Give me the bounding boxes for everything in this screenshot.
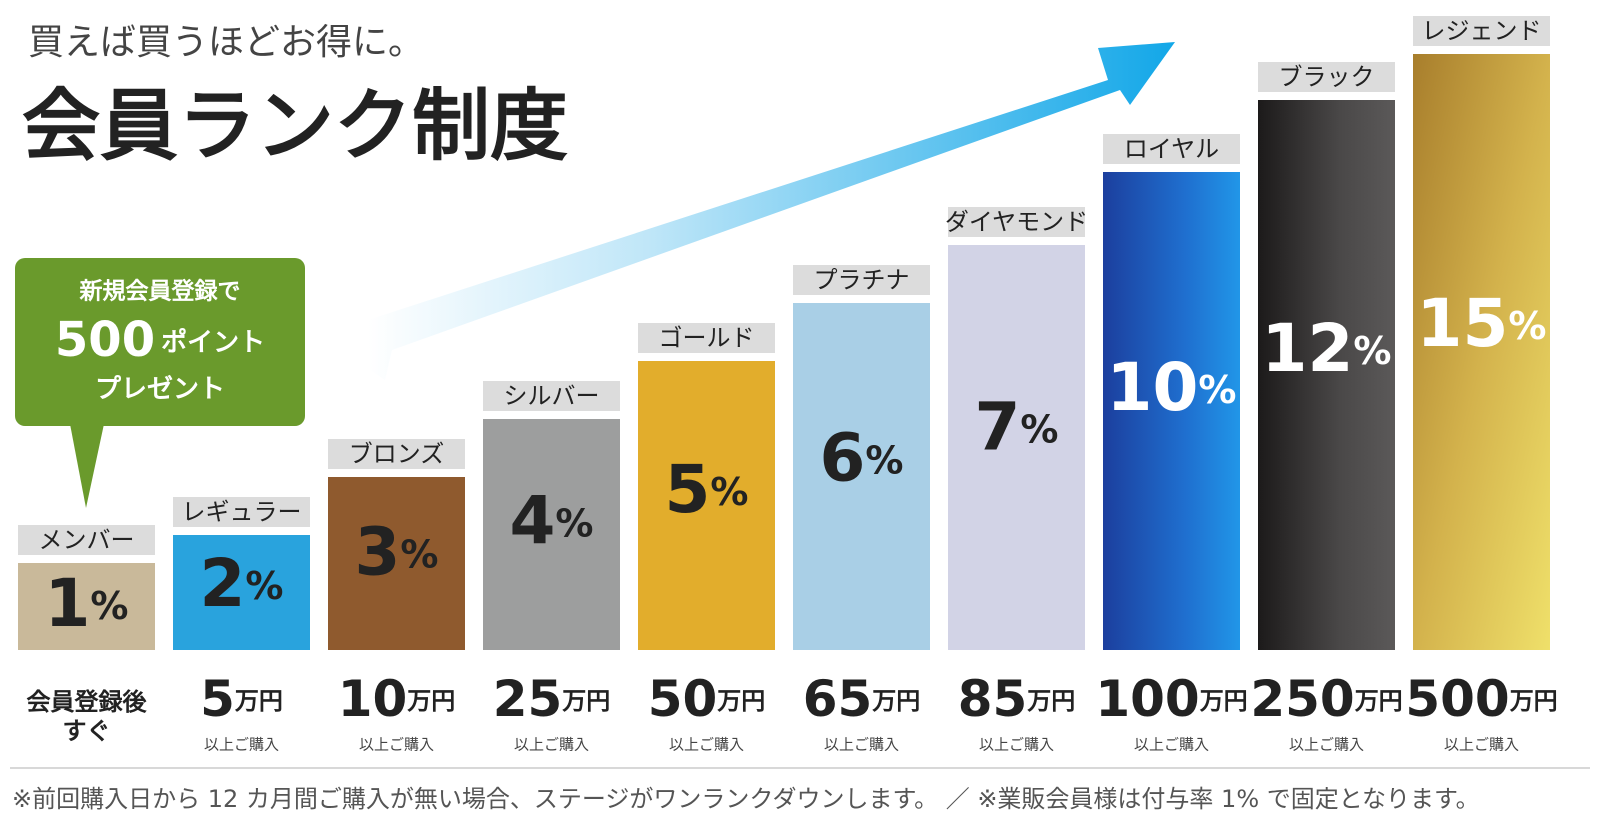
rank-bar xyxy=(173,535,310,650)
rank-bar xyxy=(638,361,775,650)
badge-points: 500 ポイント xyxy=(55,312,265,368)
rank-bar xyxy=(1413,54,1550,650)
threshold-unit: 万円 xyxy=(562,687,610,715)
rank-label-box xyxy=(793,265,930,295)
threshold-amount: 65 xyxy=(803,670,873,728)
rate-label: 2% xyxy=(199,545,283,622)
threshold-amount: 5 xyxy=(200,670,235,728)
threshold-unit: 万円 xyxy=(1200,687,1248,715)
threshold-amount: 500 xyxy=(1405,670,1509,728)
rank-label-box xyxy=(1103,134,1240,164)
rank-name: レジェンド xyxy=(1422,17,1542,45)
rank-name: ダイヤモンド xyxy=(945,208,1088,236)
threshold-amount: 85 xyxy=(958,670,1028,728)
rank-name: プラチナ xyxy=(814,266,910,294)
threshold-note: 以上ご購入 xyxy=(1444,736,1519,754)
rate-label: 6% xyxy=(819,420,903,497)
rate-label: 4% xyxy=(509,482,593,559)
threshold-unit: 万円 xyxy=(1355,687,1403,715)
badge-line: 新規会員登録で xyxy=(79,279,241,305)
rate-label: 5% xyxy=(664,451,748,528)
rate-label: 1% xyxy=(44,565,128,642)
threshold-note: 以上ご購入 xyxy=(1289,736,1364,754)
rate-label: 12% xyxy=(1262,310,1392,387)
rank-bar xyxy=(948,245,1085,650)
threshold: 100万円 xyxy=(1095,670,1247,728)
tagline: 買えば買うほどお得に。 xyxy=(28,22,424,63)
threshold-amount: 10 xyxy=(338,670,408,728)
badge-line: プレゼント xyxy=(95,375,225,405)
rank-label-box xyxy=(328,439,465,469)
rank-label-box xyxy=(173,497,310,527)
threshold: 65万円 xyxy=(803,670,921,728)
rank-name: レギュラー xyxy=(182,498,302,526)
threshold-note: 以上ご購入 xyxy=(669,736,744,754)
rank-bar xyxy=(793,303,930,650)
threshold-unit: 万円 xyxy=(717,687,765,715)
rank-label-box xyxy=(1413,16,1550,46)
rank-name: ブラック xyxy=(1279,63,1375,91)
threshold: 5万円 xyxy=(200,670,283,728)
threshold: 250万円 xyxy=(1250,670,1402,728)
rank-name: ブロンズ xyxy=(349,440,445,468)
threshold-unit: 万円 xyxy=(1027,687,1075,715)
rank-label-box xyxy=(483,381,620,411)
threshold-note: 以上ご購入 xyxy=(359,736,434,754)
rank-bar xyxy=(1103,172,1240,650)
threshold-note: 以上ご購入 xyxy=(1134,736,1209,754)
rate-label: 10% xyxy=(1107,349,1237,426)
rate-label: 15% xyxy=(1417,285,1547,362)
rate-label: 7% xyxy=(974,388,1058,465)
rank-label-box xyxy=(948,207,1085,237)
rate-label: 3% xyxy=(354,514,438,591)
threshold-note: 以上ご購入 xyxy=(204,736,279,754)
threshold-note: 以上ご購入 xyxy=(824,736,899,754)
threshold: 50万円 xyxy=(648,670,766,728)
rank-name: メンバー xyxy=(39,526,135,554)
rank-bar xyxy=(483,419,620,650)
threshold-unit: 万円 xyxy=(407,687,455,715)
threshold: 25万円 xyxy=(493,670,611,728)
threshold-unit: 万円 xyxy=(235,687,283,715)
threshold-note: 以上ご購入 xyxy=(514,736,589,754)
rank-bar xyxy=(328,477,465,650)
threshold-note: 以上ご購入 xyxy=(979,736,1054,754)
threshold-text: すぐ xyxy=(63,717,111,745)
threshold-amount: 25 xyxy=(493,670,563,728)
threshold: 85万円 xyxy=(958,670,1076,728)
rank-bar xyxy=(1258,100,1395,650)
threshold: 500万円 xyxy=(1405,670,1557,728)
threshold-unit: 万円 xyxy=(872,687,920,715)
rank-label-box xyxy=(1258,62,1395,92)
threshold-amount: 250 xyxy=(1250,670,1354,728)
threshold-unit: 万円 xyxy=(1510,687,1558,715)
rank-label-box xyxy=(18,525,155,555)
footnote: ※前回購入日から 12 カ月間ご購入が無い場合、ステージがワンランクダウンします… xyxy=(12,785,1480,813)
threshold: 10万円 xyxy=(338,670,456,728)
title: 会員ランク制度 xyxy=(22,81,568,172)
badge xyxy=(15,258,305,426)
rank-name: ロイヤル xyxy=(1124,135,1219,163)
threshold-amount: 100 xyxy=(1095,670,1199,728)
rank-name: シルバー xyxy=(504,382,600,410)
growth-arrow xyxy=(368,42,1175,380)
threshold-text: 会員登録後 xyxy=(27,688,148,716)
rank-label-box xyxy=(638,323,775,353)
rank-bar xyxy=(18,563,155,650)
badge-tail xyxy=(70,424,104,508)
rank-name: ゴールド xyxy=(659,324,755,352)
threshold-amount: 50 xyxy=(648,670,718,728)
